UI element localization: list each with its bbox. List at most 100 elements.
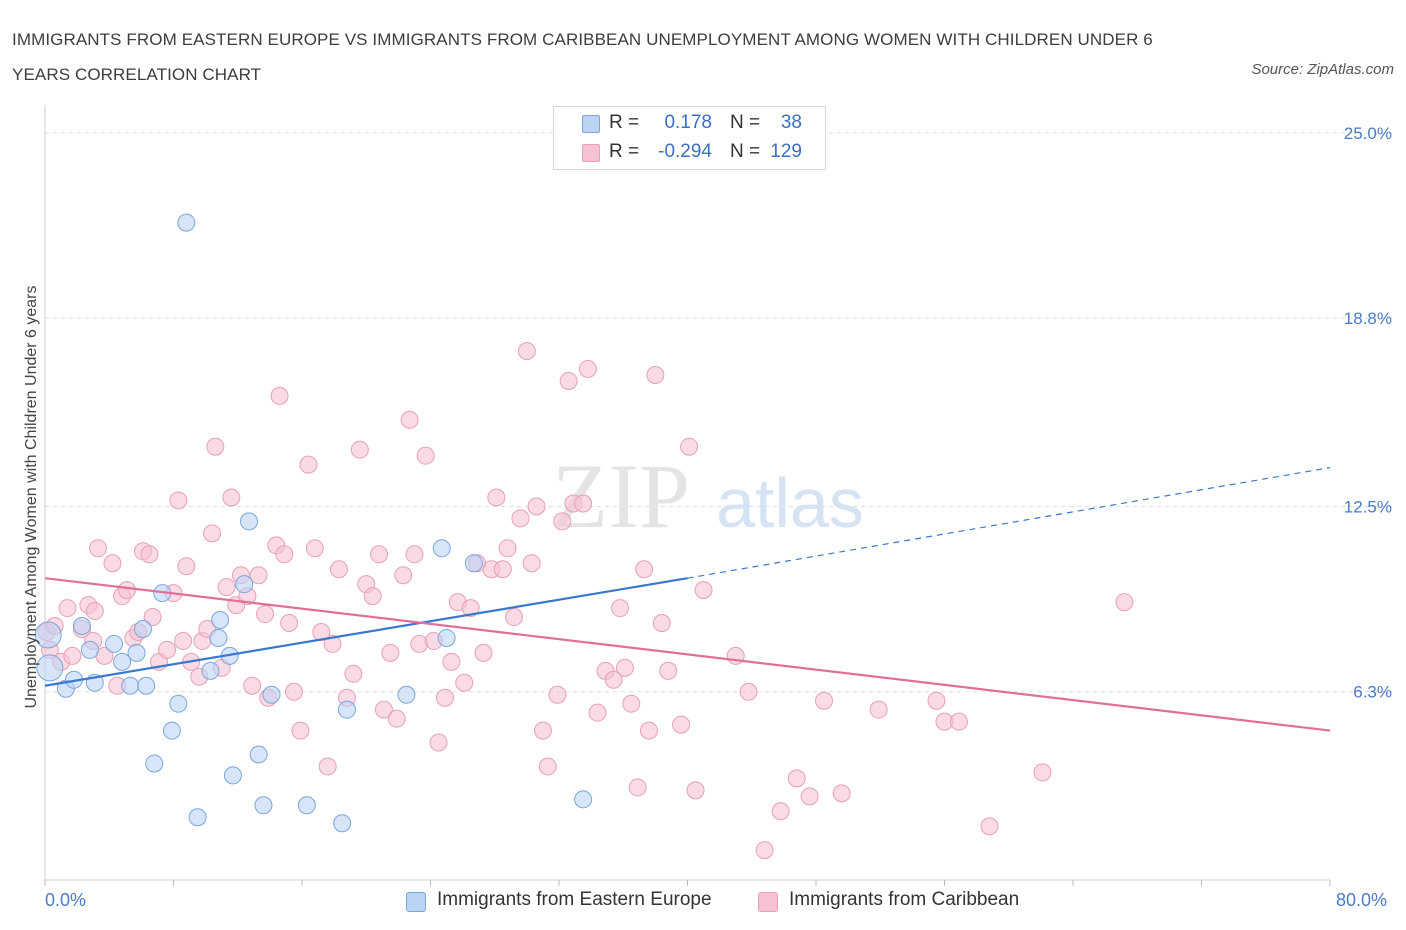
caribbean-point xyxy=(800,787,819,806)
x-tick-max: 80.0% xyxy=(1336,890,1388,910)
caribbean-point xyxy=(89,539,108,558)
eastern-europe-point xyxy=(254,796,273,815)
y-axis-label: Unemployment Among Women with Children U… xyxy=(23,285,40,708)
x-tick-min: 0.0% xyxy=(45,890,87,910)
caribbean-point xyxy=(686,781,705,800)
n-value: 129 xyxy=(770,141,802,162)
caribbean-point xyxy=(143,608,162,627)
caribbean-point xyxy=(63,646,82,665)
caribbean-point xyxy=(574,494,593,513)
caribbean-point xyxy=(275,545,294,564)
caribbean-point xyxy=(249,566,268,585)
caribbean-point xyxy=(680,437,699,456)
legend-label: Immigrants from Eastern Europe xyxy=(437,889,712,910)
y-tick-label: 25.0% xyxy=(1344,124,1392,143)
caribbean-point xyxy=(410,634,429,653)
r-value: -0.294 xyxy=(658,141,712,162)
caribbean-point xyxy=(611,599,630,618)
caribbean-point xyxy=(177,557,196,576)
caribbean-point xyxy=(1115,593,1134,612)
source-label: Source: ZipAtlas.com xyxy=(1251,61,1394,78)
blue-swatch-icon xyxy=(406,892,426,912)
caribbean-point xyxy=(832,784,851,803)
caribbean-point xyxy=(771,802,790,821)
eastern-europe-point xyxy=(169,694,188,713)
caribbean-point xyxy=(815,691,834,710)
caribbean-point xyxy=(374,700,393,719)
caribbean-point xyxy=(980,817,999,836)
caribbean-point xyxy=(652,614,671,633)
caribbean-point xyxy=(85,602,104,621)
watermark-atlas: atlas xyxy=(716,464,864,542)
caribbean-point xyxy=(548,685,567,704)
caribbean-point xyxy=(755,841,774,860)
caribbean-point xyxy=(256,605,275,624)
caribbean-point xyxy=(174,631,193,650)
caribbean-point xyxy=(284,682,303,701)
eastern-europe-trend-line xyxy=(44,577,688,687)
eastern-europe-point xyxy=(333,814,352,833)
caribbean-point xyxy=(739,682,758,701)
legend-row-eastern-europe: R = 0.178 N = 38 xyxy=(554,109,825,139)
eastern-europe-point xyxy=(162,721,181,740)
caribbean-point xyxy=(527,497,546,516)
caribbean-point xyxy=(370,545,389,564)
caribbean-point xyxy=(318,757,337,776)
eastern-europe-point xyxy=(133,619,152,638)
eastern-europe-point xyxy=(145,754,164,773)
chart-title: IMMIGRANTS FROM EASTERN EUROPE VS IMMIGR… xyxy=(12,30,1153,84)
caribbean-point xyxy=(350,440,369,459)
caribbean-point xyxy=(206,437,225,456)
eastern-europe-point xyxy=(137,676,156,695)
caribbean-point xyxy=(646,365,665,384)
blue-swatch-icon xyxy=(582,115,600,133)
caribbean-points xyxy=(37,342,1134,860)
eastern-europe-point xyxy=(574,790,593,809)
n-label: N = xyxy=(730,141,761,162)
caribbean-point xyxy=(305,539,324,558)
caribbean-point xyxy=(291,721,310,740)
caribbean-point xyxy=(927,691,946,710)
caribbean-point xyxy=(280,614,299,633)
r-label: R = xyxy=(609,112,640,133)
caribbean-point xyxy=(1033,763,1052,782)
caribbean-point xyxy=(639,721,658,740)
caribbean-point xyxy=(588,703,607,722)
caribbean-point xyxy=(869,700,888,719)
caribbean-point xyxy=(158,640,177,659)
eastern-europe-point xyxy=(337,700,356,719)
eastern-europe-point xyxy=(188,808,207,827)
caribbean-point xyxy=(400,410,419,429)
eastern-europe-point xyxy=(177,213,196,232)
caribbean-trend-line xyxy=(44,577,1331,732)
eastern-europe-point xyxy=(80,640,99,659)
eastern-europe-point xyxy=(209,628,228,647)
caribbean-point xyxy=(323,634,342,653)
caribbean-point xyxy=(659,661,678,680)
caribbean-point xyxy=(635,560,654,579)
eastern-europe-point xyxy=(249,745,268,764)
caribbean-point xyxy=(461,599,480,618)
caribbean-point xyxy=(474,643,493,662)
caribbean-point xyxy=(169,491,188,510)
caribbean-point xyxy=(243,676,262,695)
eastern-europe-point xyxy=(397,685,416,704)
eastern-europe-point xyxy=(72,617,91,635)
caribbean-point xyxy=(522,554,541,573)
eastern-europe-point xyxy=(432,539,451,558)
eastern-europe-point xyxy=(121,676,140,695)
caribbean-point xyxy=(429,733,448,752)
caribbean-point xyxy=(363,587,382,606)
caribbean-point xyxy=(329,560,348,579)
eastern-europe-point xyxy=(36,654,64,682)
eastern-europe-point xyxy=(297,796,316,815)
eastern-europe-points xyxy=(34,135,593,833)
caribbean-point xyxy=(270,386,289,405)
caribbean-point xyxy=(517,342,536,361)
caribbean-point xyxy=(140,545,159,564)
n-label: N = xyxy=(730,112,761,133)
r-value: 0.178 xyxy=(664,112,712,133)
n-value: 38 xyxy=(780,112,802,133)
caribbean-point xyxy=(787,769,806,788)
